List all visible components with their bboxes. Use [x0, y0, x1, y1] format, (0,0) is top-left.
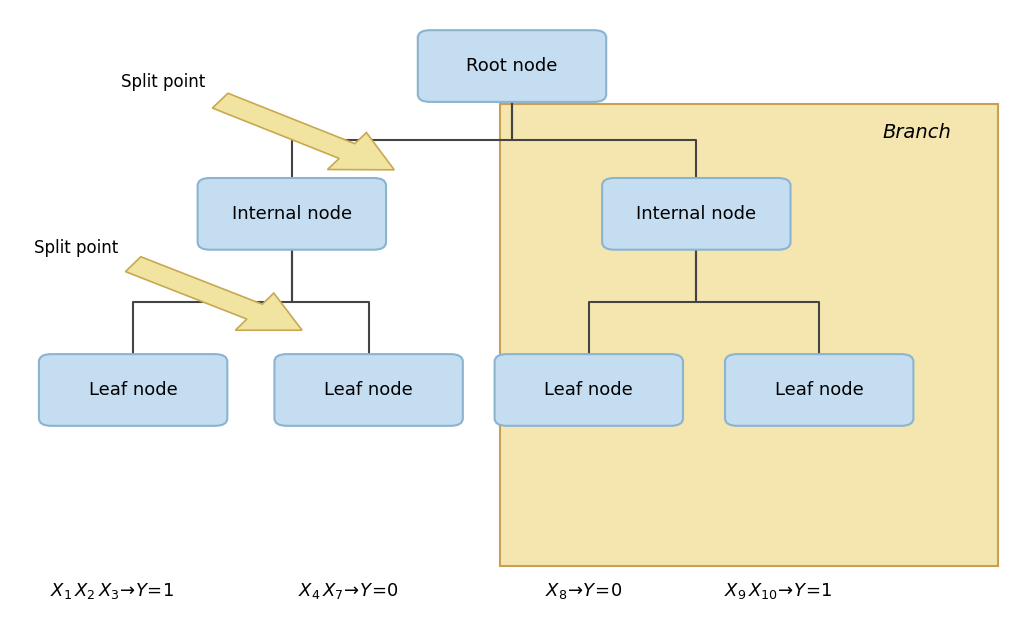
- FancyBboxPatch shape: [418, 30, 606, 102]
- Text: Split point: Split point: [121, 73, 205, 91]
- Text: Internal node: Internal node: [231, 205, 352, 223]
- FancyArrow shape: [125, 257, 302, 330]
- Text: $X_{4}\,X_{7}\!\rightarrow\!Y\!=\!0$: $X_{4}\,X_{7}\!\rightarrow\!Y\!=\!0$: [298, 581, 398, 601]
- Text: Leaf node: Leaf node: [89, 381, 177, 399]
- FancyBboxPatch shape: [500, 104, 998, 566]
- Text: $X_{8}\!\rightarrow\!Y\!=\!0$: $X_{8}\!\rightarrow\!Y\!=\!0$: [545, 581, 623, 601]
- Text: Leaf node: Leaf node: [775, 381, 863, 399]
- FancyBboxPatch shape: [495, 354, 683, 426]
- Text: Split point: Split point: [34, 240, 118, 257]
- Text: Root node: Root node: [466, 57, 558, 75]
- FancyBboxPatch shape: [39, 354, 227, 426]
- Text: $X_{1}\,X_{2}\,X_{3}\!\rightarrow\!Y\!=\!1$: $X_{1}\,X_{2}\,X_{3}\!\rightarrow\!Y\!=\…: [50, 581, 175, 601]
- Text: Leaf node: Leaf node: [325, 381, 413, 399]
- Text: Internal node: Internal node: [636, 205, 757, 223]
- FancyBboxPatch shape: [725, 354, 913, 426]
- FancyBboxPatch shape: [198, 178, 386, 250]
- FancyBboxPatch shape: [274, 354, 463, 426]
- FancyArrow shape: [212, 93, 394, 170]
- Text: Leaf node: Leaf node: [545, 381, 633, 399]
- Text: Branch: Branch: [882, 123, 951, 142]
- Text: $X_{9}\,X_{10}\!\rightarrow\!Y\!=\!1$: $X_{9}\,X_{10}\!\rightarrow\!Y\!=\!1$: [724, 581, 833, 601]
- FancyBboxPatch shape: [602, 178, 791, 250]
